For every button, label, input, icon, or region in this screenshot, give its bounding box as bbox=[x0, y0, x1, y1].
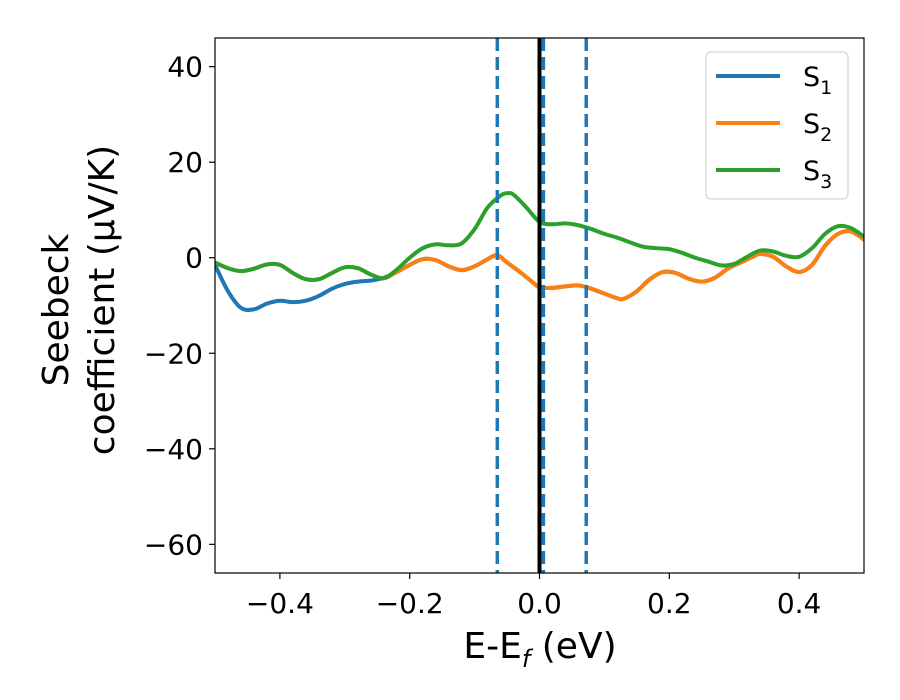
legend: S1 S2 S3 bbox=[705, 51, 849, 200]
y-axis-title-line1: Seebeck bbox=[36, 233, 77, 386]
y-tick-label: 40 bbox=[167, 51, 203, 84]
x-tick-label: 0.4 bbox=[777, 587, 822, 620]
legend-label-s2: S2 bbox=[803, 109, 832, 146]
y-tick-label: −20 bbox=[144, 337, 203, 370]
legend-box bbox=[705, 51, 849, 200]
x-axis-title: E-Ef (eV) bbox=[463, 626, 616, 673]
legend-label-s3: S3 bbox=[803, 156, 832, 193]
legend-entries: S1 S2 S3 bbox=[716, 62, 832, 193]
x-tick-label: −0.2 bbox=[376, 587, 444, 620]
y-tick-label: 20 bbox=[167, 146, 203, 179]
axis-ticks: −0.4 −0.2 0.0 0.2 0.4 40 20 0 −20 −40 −60 bbox=[144, 51, 821, 620]
legend-label-s1: S1 bbox=[803, 62, 832, 99]
y-tick-label: 0 bbox=[185, 242, 203, 275]
x-axis-title-unit: (eV) bbox=[530, 626, 616, 667]
y-tick-label: −40 bbox=[144, 433, 203, 466]
y-axis-title-line2: coefficient (μV/K) bbox=[82, 145, 123, 455]
series-line-s3 bbox=[215, 191, 864, 283]
x-tick-label: −0.4 bbox=[246, 587, 314, 620]
plot-lines bbox=[215, 38, 864, 573]
x-tick-label: 0.2 bbox=[647, 587, 692, 620]
x-tick-label: 0.0 bbox=[517, 587, 562, 620]
y-tick-label: −60 bbox=[144, 528, 203, 561]
